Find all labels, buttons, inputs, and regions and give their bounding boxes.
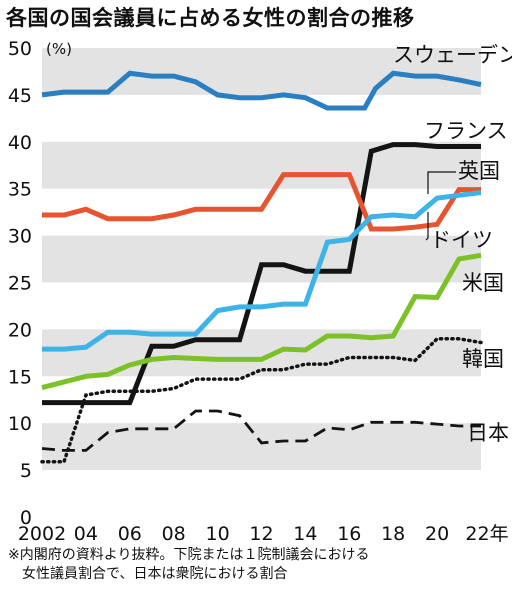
y-tick-label: 35: [8, 179, 32, 201]
leader-line: [427, 171, 456, 194]
x-tick-label: 14: [293, 523, 317, 545]
series-label-2: フランス: [424, 119, 508, 143]
grid-band: [42, 235, 481, 283]
grid-band: [42, 329, 481, 377]
x-axis-ticks: 2002 04 06 08 10 12 14 16 18 20 22年: [18, 523, 509, 545]
x-tick-label: 18: [381, 523, 405, 545]
x-tick-label: 16: [337, 523, 361, 545]
grid-band: [42, 423, 481, 471]
y-tick-label: 10: [8, 413, 32, 435]
footnote-line-2: 女性議員割合で、日本は衆院における割合: [22, 566, 288, 582]
x-tick-label: 08: [162, 523, 186, 545]
y-tick-label: 20: [8, 319, 32, 341]
x-tick-label: 12: [249, 523, 273, 545]
footnote: ※内閣府の資料より抜粋。下院または１院制議会における 女性議員割合で、日本は衆院…: [8, 546, 369, 584]
series-label-3: 英国: [458, 159, 500, 183]
grid-bands: [42, 48, 481, 471]
series-label-7: 日本: [467, 421, 509, 445]
y-tick-label: 50: [8, 38, 32, 60]
series-line-2: [42, 142, 481, 406]
series-line-7: [41, 409, 481, 452]
y-tick-label: 40: [8, 132, 32, 154]
y-tick-label: 0: [20, 507, 32, 529]
series-label-5: 米国: [462, 271, 504, 295]
x-tick-label: 10: [206, 523, 230, 545]
x-tick-label: 04: [74, 523, 98, 545]
series-line-6: [40, 337, 483, 464]
series-lines: [40, 70, 483, 464]
series-line-4: [42, 190, 482, 352]
x-tick-label: 2002: [18, 523, 66, 545]
footnote-line-1: ※内閣府の資料より抜粋。下院または１院制議会における: [8, 547, 370, 563]
y-tick-label: 25: [8, 273, 32, 295]
x-tick-label: 22年: [465, 523, 508, 545]
grid-band: [42, 141, 481, 189]
series-label-6: 韓国: [462, 347, 504, 371]
y-axis-ticks: 0 5 10 15 20 25 30 35 40 45 50 (%): [8, 38, 72, 529]
x-tick-label: 06: [118, 523, 142, 545]
y-tick-label: 30: [8, 226, 32, 248]
series-label-1: スウェーデン: [393, 43, 512, 67]
leader-line: [425, 212, 429, 241]
y-tick-label: 15: [8, 366, 32, 388]
x-tick-label: 20: [425, 523, 449, 545]
y-tick-label: 5: [20, 460, 32, 482]
series-label-4: ドイツ: [430, 228, 493, 252]
y-unit-label: (%): [46, 40, 72, 58]
series-line-3: [42, 172, 481, 232]
y-tick-label: 45: [8, 85, 32, 107]
series-line-5: [41, 252, 482, 391]
series-line-1: [41, 70, 482, 111]
chart-title: 各国の国会議員に占める女性の割合の推移: [6, 6, 415, 30]
